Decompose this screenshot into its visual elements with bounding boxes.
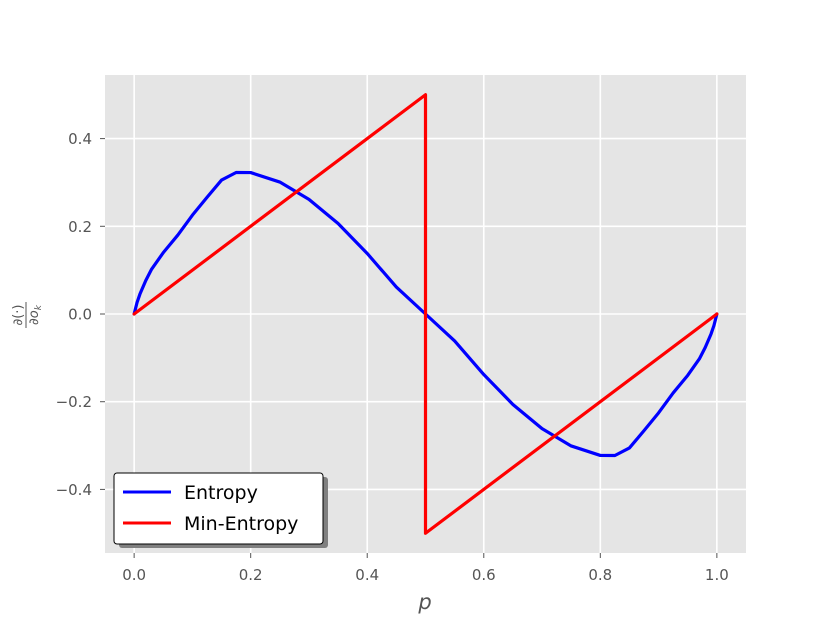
y-tick-labels: 0.4 0.2 0.0 −0.2 −0.4: [56, 130, 92, 499]
y-axis-label-numerator: ∂(·): [11, 305, 26, 326]
legend-label-entropy: Entropy: [184, 482, 258, 504]
tick-marks: [100, 138, 718, 558]
y-axis-label-denominator-base: ∂o: [27, 310, 42, 325]
x-tick-labels: 0.0 0.2 0.4 0.6 0.8 1.0: [122, 566, 729, 584]
x-tick-label: 0.4: [355, 566, 379, 584]
x-tick-label: 0.8: [588, 566, 612, 584]
x-axis-label: p: [417, 590, 431, 614]
x-tick-label: 0.6: [472, 566, 496, 584]
y-axis-label-denominator: ∂ok: [27, 304, 44, 325]
legend: Entropy Min-Entropy: [113, 472, 328, 548]
y-tick-label: 0.0: [68, 306, 92, 324]
y-axis-label: ∂(·) ∂ok: [11, 302, 44, 328]
x-tick-label: 0.0: [122, 566, 146, 584]
series-line-min-entropy: [132, 93, 719, 535]
y-tick-label: 0.4: [68, 130, 92, 148]
series-lines: [132, 93, 719, 535]
legend-label-min-entropy: Min-Entropy: [184, 513, 298, 535]
y-tick-label: −0.2: [56, 393, 92, 411]
y-tick-label: −0.4: [56, 481, 92, 499]
x-tick-label: 1.0: [705, 566, 729, 584]
y-axis-label-subscript: k: [34, 304, 44, 310]
y-tick-label: 0.2: [68, 218, 92, 236]
x-tick-label: 0.2: [239, 566, 263, 584]
